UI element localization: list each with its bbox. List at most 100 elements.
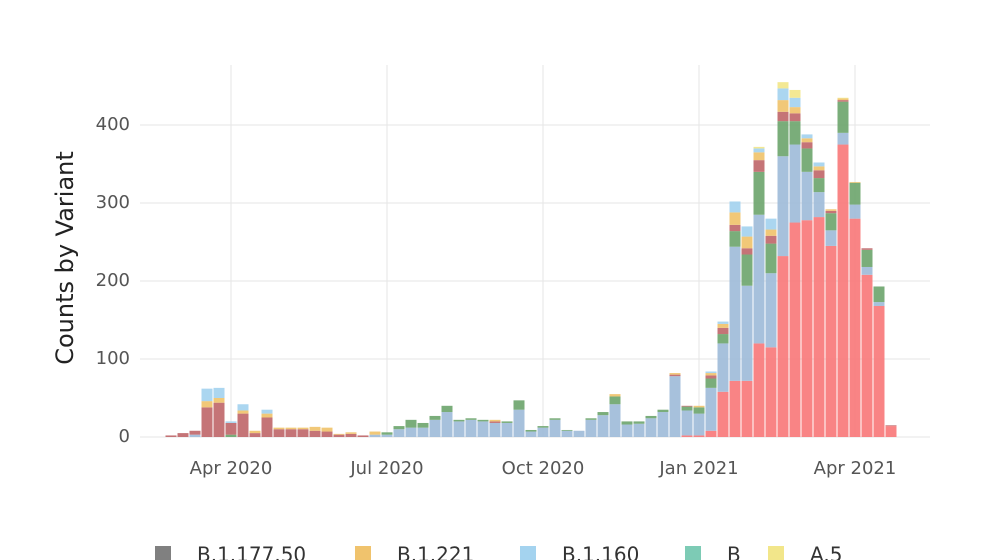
bar-segment <box>645 418 657 437</box>
y-axis-title: Counts by Variant <box>51 151 79 365</box>
bar-segment <box>765 229 777 236</box>
bar-segment <box>753 171 765 215</box>
bar-segment <box>741 285 753 381</box>
bar-segment <box>513 409 525 437</box>
bar-segment <box>465 419 477 437</box>
bar-segment <box>297 429 309 437</box>
bar-segment <box>525 429 537 432</box>
bar-segment <box>261 409 273 414</box>
bar-segment <box>441 412 453 437</box>
bar-segment <box>837 101 849 133</box>
bar-segment <box>609 394 621 397</box>
bar-segment <box>489 421 501 423</box>
bar-segment <box>777 156 789 257</box>
bar-segment <box>585 418 597 420</box>
bar-segment <box>537 426 549 428</box>
bar-segment <box>801 148 813 172</box>
bar-segment <box>633 421 645 424</box>
bar-segment <box>525 431 537 437</box>
legend-label: B.1.177.50 <box>197 543 306 560</box>
bar-segment <box>717 321 729 324</box>
bar-segment <box>213 387 225 399</box>
bar-segment <box>717 391 729 437</box>
bar-segment <box>417 422 429 428</box>
bar-segment <box>837 97 849 99</box>
bar-segment <box>825 213 837 231</box>
bar-segment <box>873 305 885 437</box>
bar-segment <box>729 201 741 213</box>
bar-segment <box>801 138 813 143</box>
bar-segment <box>201 388 213 402</box>
legend-swatch <box>520 546 536 560</box>
bar-segment <box>849 182 861 205</box>
bar-segment <box>693 405 705 408</box>
bar-segment <box>669 376 681 437</box>
bar-segment <box>825 210 837 214</box>
bar-segment <box>765 347 777 437</box>
bar-segment <box>261 417 273 437</box>
bar-segment <box>705 430 717 437</box>
bar-segment <box>237 404 249 411</box>
bar-segment <box>669 373 681 375</box>
bar-segment <box>189 430 201 435</box>
bar-segment <box>705 375 717 379</box>
bar-segment <box>813 166 825 171</box>
bar-segment <box>813 178 825 193</box>
bar-segment <box>753 148 765 153</box>
bar-segment <box>693 435 705 437</box>
legend-label: B <box>727 543 741 560</box>
bar-segment <box>225 434 237 437</box>
bar-segment <box>861 249 873 267</box>
bar-segment <box>813 162 825 167</box>
bar-segment <box>837 144 849 437</box>
x-tick-label: Apr 2020 <box>190 458 273 479</box>
bar-segment <box>693 413 705 436</box>
bar-segment <box>789 113 801 122</box>
bar-segment <box>333 434 345 437</box>
bar-segment <box>717 343 729 392</box>
bar-segment <box>777 82 789 89</box>
bar-segment <box>861 274 873 437</box>
bar-segment <box>801 134 813 139</box>
bar-segment <box>489 419 501 422</box>
bar-segment <box>741 248 753 255</box>
legend-swatch <box>768 546 784 560</box>
bar-segment <box>741 380 753 437</box>
x-tick-label: Apr 2021 <box>814 458 897 479</box>
bar-segment <box>753 214 765 344</box>
bar-segment <box>585 419 597 437</box>
bar-segment <box>501 421 513 423</box>
bar-segment <box>765 243 777 274</box>
x-tick-label: Jul 2020 <box>349 458 423 479</box>
bar-segment <box>801 220 813 437</box>
bar-segment <box>369 434 381 437</box>
bar-segment <box>345 432 357 434</box>
bar-segment <box>513 400 525 410</box>
bar-segment <box>429 419 441 437</box>
bar-segment <box>681 406 693 411</box>
bar-segment <box>441 405 453 413</box>
bar-segment <box>249 430 261 434</box>
x-tick-label: Oct 2020 <box>502 458 585 479</box>
bar-segment <box>249 433 261 437</box>
bar-segment <box>837 98 849 101</box>
y-tick-label: 0 <box>119 426 130 447</box>
bar-segment <box>213 402 225 437</box>
bar-segment <box>741 226 753 237</box>
bar-segment <box>561 430 573 437</box>
bar-segment <box>357 435 369 437</box>
y-tick-label: 400 <box>96 114 130 135</box>
bar-segment <box>729 246 741 381</box>
bar-segment <box>273 427 285 430</box>
bar-segment <box>573 430 585 437</box>
bar-segment <box>477 421 489 437</box>
bar-segment <box>657 412 669 437</box>
bar-segment <box>729 380 741 437</box>
bar-segment <box>789 97 801 108</box>
bar-segment <box>873 302 885 306</box>
bar-segment <box>789 121 801 145</box>
bar-segment <box>705 371 717 374</box>
bar-segment <box>765 235 777 244</box>
bar-segment <box>309 430 321 437</box>
